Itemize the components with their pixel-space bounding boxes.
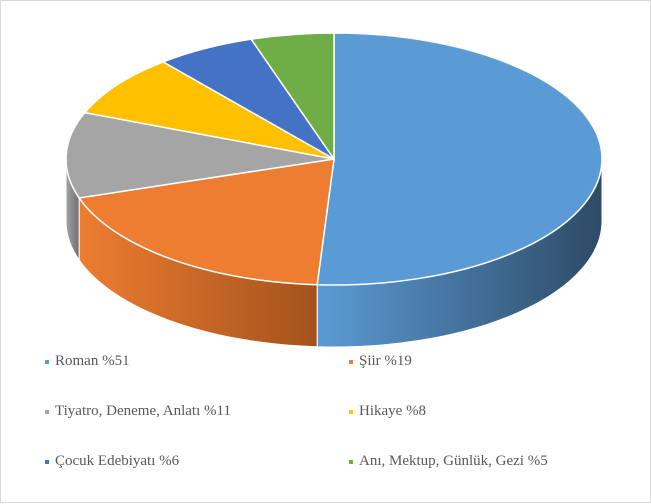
legend-label-roman: Roman %51 — [55, 353, 130, 369]
legend-swatch-tiyatro — [45, 409, 49, 414]
pie-slice-roman — [316, 32, 603, 286]
legend-label-tiyatro: Tiyatro, Deneme, Anlatı %11 — [55, 403, 231, 419]
pie-slice-iir — [77, 158, 335, 286]
legend-swatch-roman — [45, 359, 49, 364]
legend-label-hikaye: Hikaye %8 — [359, 403, 427, 419]
legend-label-ani: Anı, Mektup, Günlük, Gezi %5 — [359, 453, 548, 469]
legend-swatch-siir — [349, 359, 353, 364]
legend-item-roman: Roman %51 — [45, 353, 130, 370]
legend-item-tiyatro: Tiyatro, Deneme, Anlatı %11 — [45, 403, 231, 420]
legend-item-cocuk: Çocuk Edebiyatı %6 — [45, 453, 179, 470]
legend-label-siir: Şiir %19 — [359, 353, 412, 369]
legend-swatch-hikaye — [349, 409, 353, 414]
legend-label-cocuk: Çocuk Edebiyatı %6 — [55, 453, 180, 469]
pie-side-walls — [65, 158, 603, 348]
legend-swatch-ani — [349, 459, 353, 464]
legend-item-siir: Şiir %19 — [349, 353, 412, 370]
legend-swatch-cocuk — [45, 459, 49, 464]
pie-slice-an-mektup-g-nl-k-gezi — [249, 32, 335, 162]
legend-item-hikaye: Hikaye %8 — [349, 403, 426, 420]
pie-top-faces — [65, 32, 603, 286]
pie-slice-tiyatro-deneme-anlat — [65, 111, 335, 199]
pie-slice-hikaye — [83, 61, 335, 160]
legend-item-ani: Anı, Mektup, Günlük, Gezi %5 — [349, 453, 548, 470]
